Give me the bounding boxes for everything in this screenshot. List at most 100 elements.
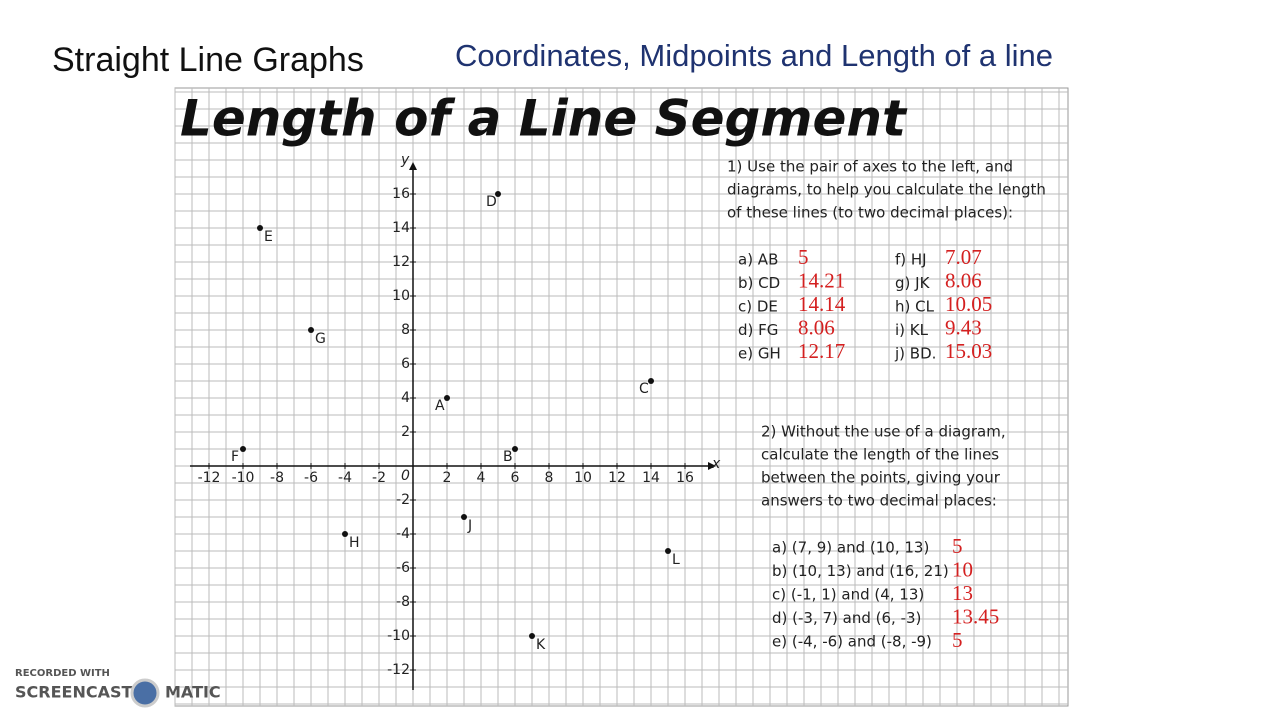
watermark-line2: SCREENCAST — [15, 683, 132, 702]
point — [461, 514, 467, 520]
item-answer: 13 — [952, 581, 973, 605]
point-label: A — [435, 398, 445, 414]
point — [495, 191, 501, 197]
point — [240, 446, 246, 452]
x-tick-label: -12 — [198, 470, 221, 486]
y-tick-label: 14 — [392, 220, 410, 236]
item-answer: 14.21 — [798, 268, 845, 292]
y-tick-label: -4 — [396, 526, 410, 542]
grid — [174, 88, 1068, 706]
point-label: K — [536, 637, 546, 653]
item-answer: 10.05 — [945, 292, 992, 316]
point — [665, 548, 671, 554]
item-answer: 5 — [952, 534, 963, 558]
x-tick-label: 8 — [545, 470, 554, 486]
y-tick-label: -12 — [387, 662, 410, 678]
point — [257, 225, 263, 231]
x-arrow — [708, 462, 716, 470]
x-tick-label: 16 — [676, 470, 694, 486]
item-answer: 9.43 — [945, 315, 982, 339]
item-label: b) (10, 13) and (16, 21) — [772, 562, 949, 580]
y-tick-label: -2 — [396, 492, 410, 508]
point — [648, 378, 654, 384]
x-tick-label: -10 — [232, 470, 255, 486]
item-answer: 7.07 — [945, 245, 982, 269]
slide-subtitle: Coordinates, Midpoints and Length of a l… — [455, 38, 1053, 73]
item-label: e) (-4, -6) and (-8, -9) — [772, 633, 932, 651]
item-answer: 8.06 — [798, 315, 835, 339]
x-tick-label: 14 — [642, 470, 660, 486]
y-axis-label: y — [400, 152, 410, 168]
x-axis-label: x — [711, 456, 721, 472]
point — [444, 395, 450, 401]
point-label: E — [264, 229, 273, 245]
y-tick-label: -6 — [396, 560, 410, 576]
question-prompt: diagrams, to help you calculate the leng… — [727, 181, 1046, 199]
point-label: F — [231, 449, 239, 465]
watermark-line1: RECORDED WITH — [15, 668, 110, 679]
slide-title: Straight Line Graphs — [52, 41, 364, 79]
point-label: L — [672, 552, 680, 568]
point-label: J — [467, 518, 472, 534]
item-answer: 5 — [952, 628, 963, 652]
point-label: G — [315, 331, 326, 347]
question-prompt: of these lines (to two decimal places): — [727, 204, 1013, 222]
x-tick-label: 6 — [511, 470, 520, 486]
y-tick-label: 12 — [392, 254, 410, 270]
item-label: f) HJ — [895, 251, 927, 269]
content: x y 0 -12 -10 -8 -6 -4 -2 2 4 6 8 10 12 14 16 16 14 12 10 8 6 4… — [190, 152, 1046, 690]
item-label: i) KL — [895, 321, 929, 339]
y-tick-label: 10 — [392, 288, 410, 304]
y-tick-label: 4 — [401, 390, 410, 406]
x-tick-label: 2 — [443, 470, 452, 486]
item-label: b) CD — [738, 274, 780, 292]
point-label: D — [486, 194, 497, 210]
watermark-line3: MATIC — [165, 683, 221, 702]
x-tick-label: 10 — [574, 470, 592, 486]
item-label: g) JK — [895, 274, 931, 292]
item-label: d) FG — [738, 321, 778, 339]
y-tick-label: 8 — [401, 322, 410, 338]
y-arrow — [409, 162, 417, 170]
x-tick-label: -8 — [270, 470, 284, 486]
point — [308, 327, 314, 333]
y-tick-label: -8 — [396, 594, 410, 610]
item-label: a) AB — [738, 251, 778, 269]
y-tick-label: -10 — [387, 628, 410, 644]
item-label: d) (-3, 7) and (6, -3) — [772, 609, 921, 627]
point — [342, 531, 348, 537]
x-tick-label: 4 — [477, 470, 486, 486]
question-prompt: answers to two decimal places: — [761, 492, 997, 510]
item-label: c) (-1, 1) and (4, 13) — [772, 586, 924, 604]
item-answer: 5 — [798, 245, 809, 269]
item-label: h) CL — [895, 298, 935, 316]
x-tick-label: 12 — [608, 470, 626, 486]
question-prompt: between the points, giving your — [761, 469, 1001, 487]
point-label: C — [639, 381, 649, 397]
worksheet-heading: Length of a Line Segment — [180, 90, 908, 148]
x-tick-label: -6 — [304, 470, 318, 486]
item-answer: 15.03 — [945, 339, 992, 363]
item-label: c) DE — [738, 298, 778, 316]
item-answer: 14.14 — [798, 292, 846, 316]
question-prompt: calculate the length of the lines — [761, 446, 999, 464]
point — [529, 633, 535, 639]
item-answer: 10 — [952, 557, 973, 581]
item-label: e) GH — [738, 345, 781, 363]
item-label: a) (7, 9) and (10, 13) — [772, 539, 929, 557]
point-label: H — [349, 535, 360, 551]
question-prompt: 1) Use the pair of axes to the left, and — [727, 158, 1013, 176]
item-label: j) BD. — [894, 345, 936, 363]
y-tick-label: 2 — [401, 424, 410, 440]
question-prompt: 2) Without the use of a diagram, — [761, 423, 1006, 441]
item-answer: 12.17 — [798, 339, 845, 363]
point — [512, 446, 518, 452]
point-label: B — [503, 449, 513, 465]
item-answer: 13.45 — [952, 604, 999, 628]
x-tick-label: -4 — [338, 470, 352, 486]
origin-label: 0 — [401, 468, 410, 484]
x-tick-label: -2 — [372, 470, 386, 486]
y-tick-label: 16 — [392, 186, 410, 202]
